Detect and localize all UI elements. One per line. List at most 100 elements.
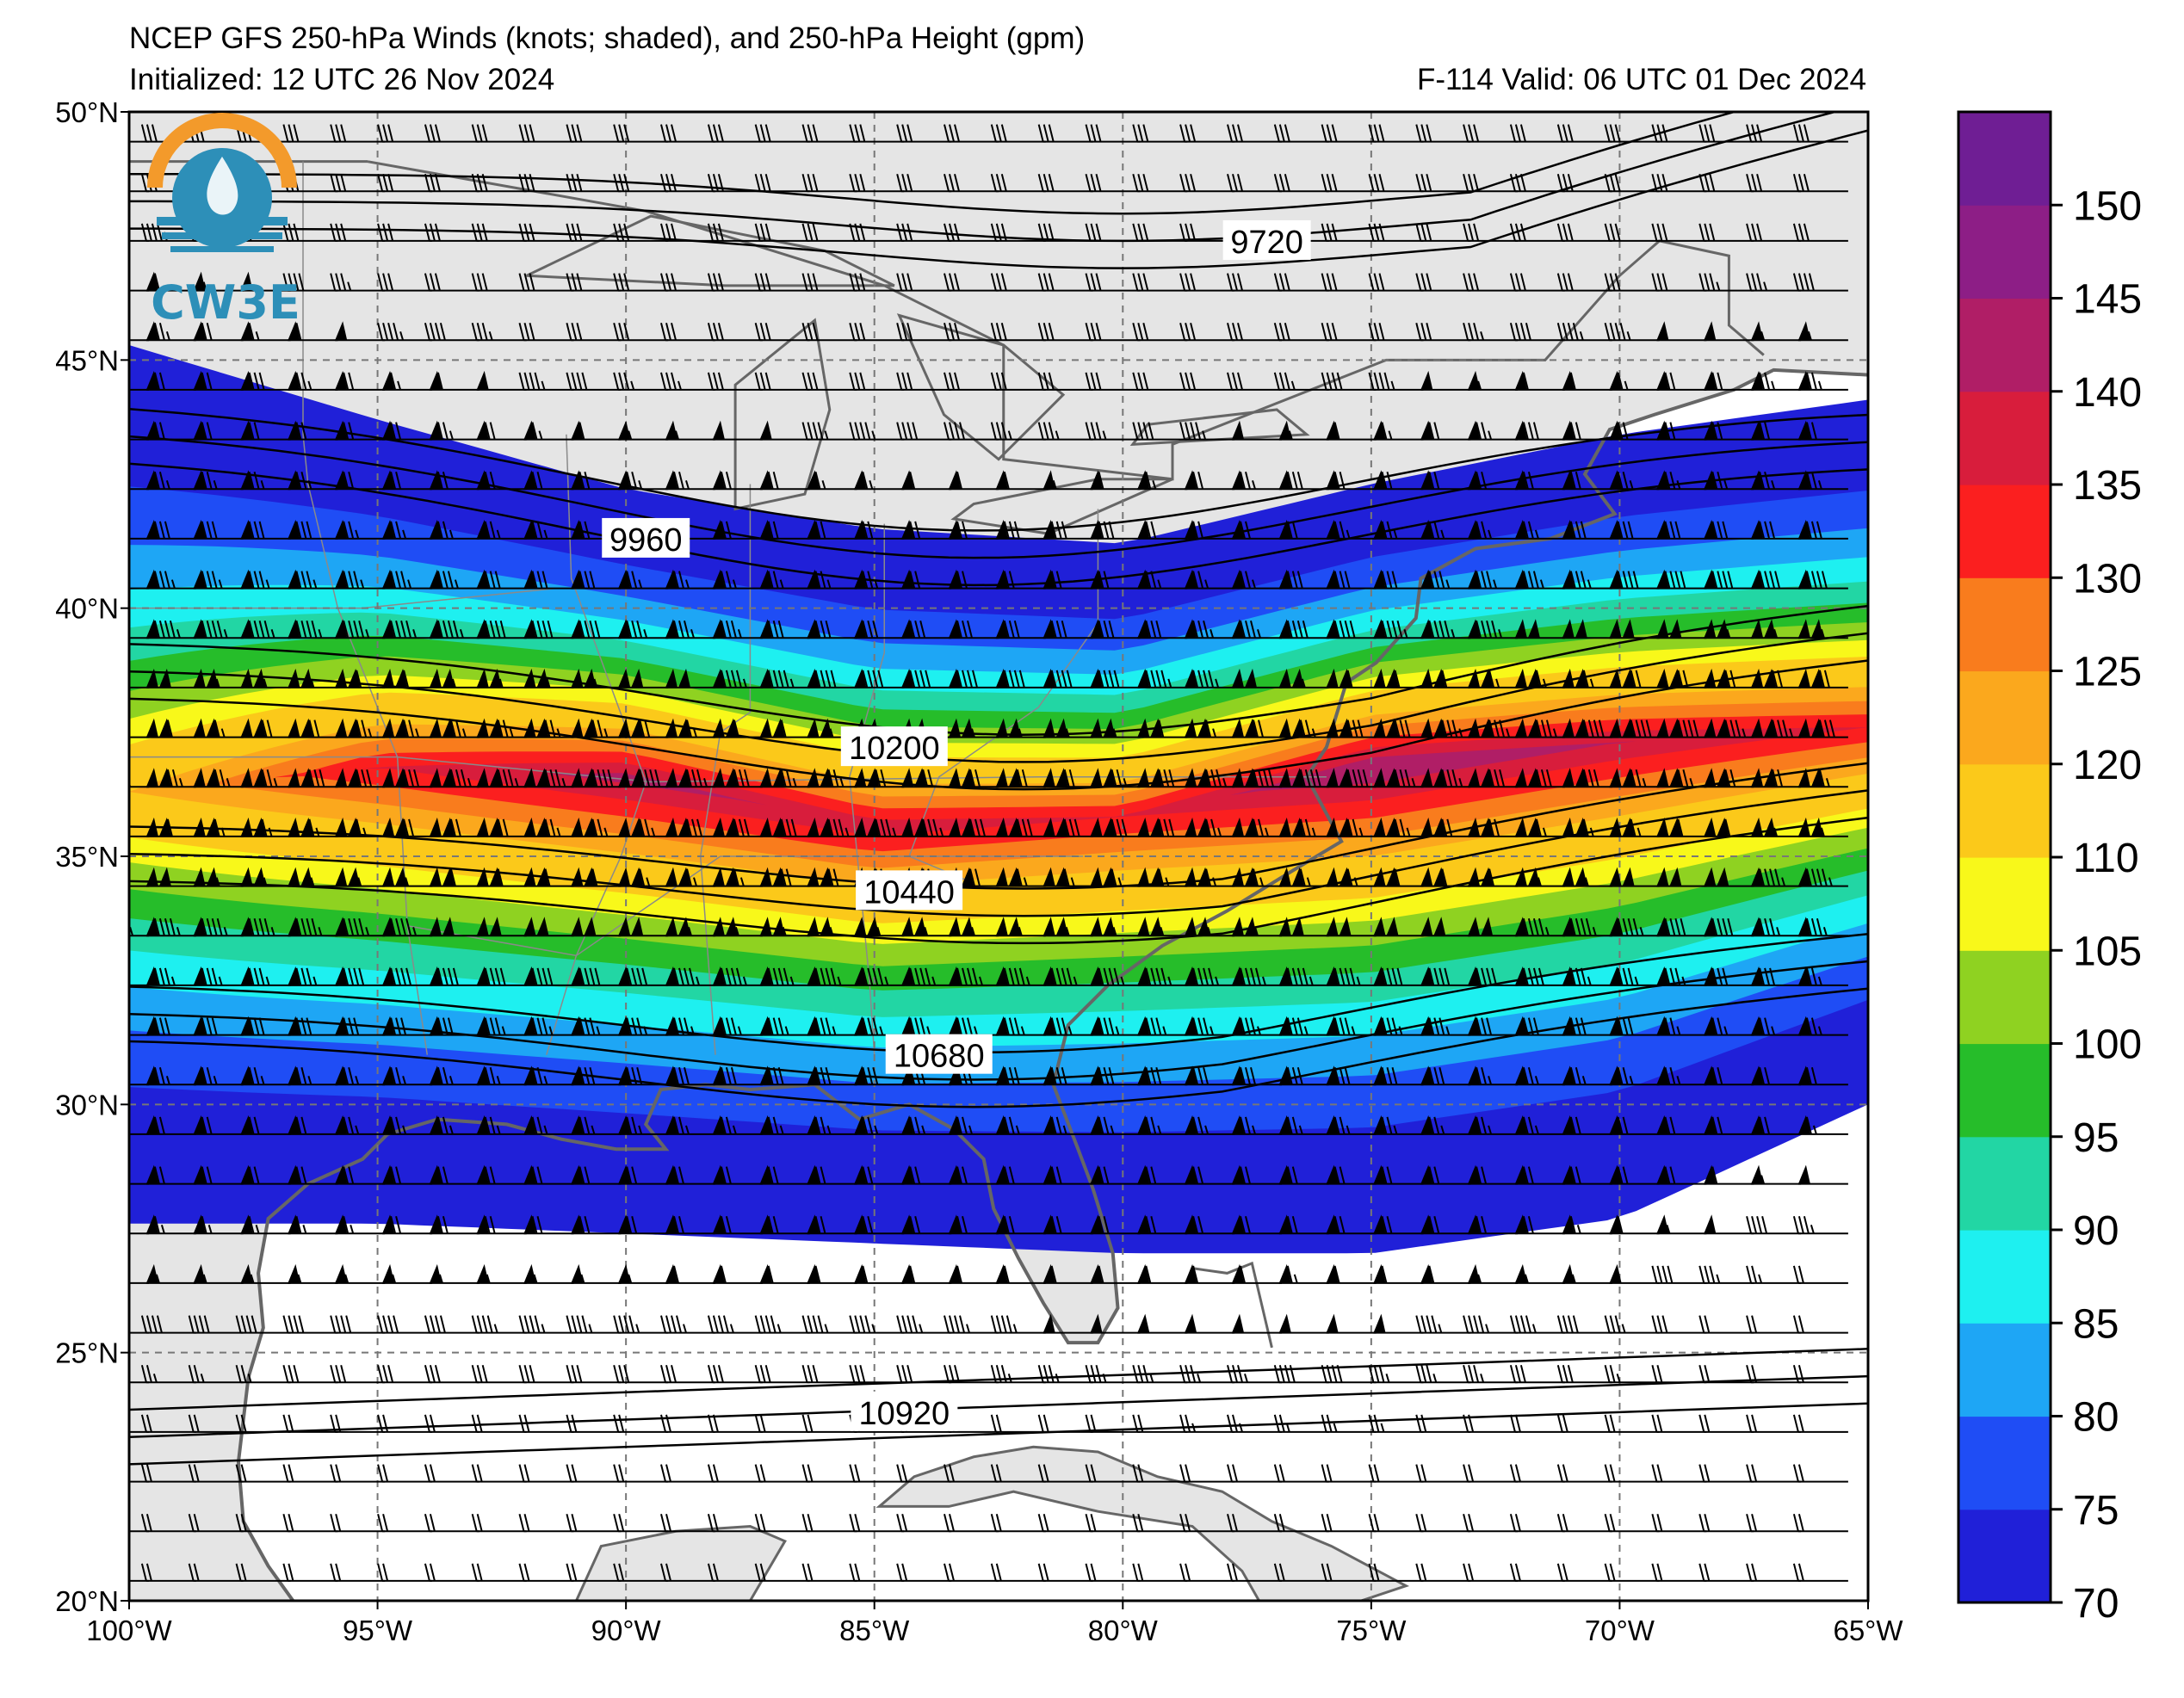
wind-barb [1132, 124, 1188, 143]
wind-barb [944, 1464, 999, 1483]
wind-barb [1179, 1563, 1235, 1582]
wind-barb [1185, 718, 1235, 738]
wind-barb [145, 718, 196, 738]
wind-barb [1751, 966, 1802, 986]
wind-barb [1043, 1313, 1093, 1334]
wind-barb [193, 966, 244, 986]
wind-barb [1090, 817, 1141, 837]
wind-barb [1562, 619, 1612, 639]
wind-barb [476, 917, 527, 937]
wind-barb [1368, 223, 1424, 242]
wind-barb [476, 1214, 527, 1235]
wind-barb [854, 1164, 905, 1185]
wind-barb [854, 966, 905, 986]
wind-barb [1227, 1563, 1282, 1582]
wind-barb [140, 1514, 196, 1533]
wind-barb [1090, 470, 1141, 491]
wind-barb [618, 917, 669, 937]
wind-barb [1562, 519, 1612, 540]
wind-barb [1415, 1315, 1471, 1334]
wind-barb [571, 966, 622, 986]
wind-barb [995, 1214, 1046, 1235]
wind-barb [1185, 817, 1235, 837]
wind-barb [901, 668, 952, 688]
wind-barb [476, 1263, 527, 1284]
wind-barb [335, 619, 386, 639]
colorbar-tick-label: 80 [2073, 1395, 2119, 1441]
wind-barb [618, 569, 669, 590]
wind-barb [1420, 917, 1471, 937]
wind-barb [382, 420, 433, 441]
wind-barb [712, 1164, 763, 1185]
wind-barb [1420, 370, 1471, 391]
wind-barb [807, 470, 857, 491]
wind-barb [754, 1315, 810, 1334]
wind-barb [240, 370, 291, 391]
wind-barb [759, 420, 810, 441]
wind-barb [335, 1164, 386, 1185]
wind-barb [476, 420, 527, 441]
wind-barb [1468, 619, 1519, 639]
wind-barb [995, 619, 1046, 639]
wind-barb [1751, 370, 1802, 391]
wind-barb [566, 174, 622, 193]
wind-barb [1514, 420, 1565, 441]
wind-barb [335, 1214, 386, 1235]
wind-barb [1797, 917, 1848, 937]
wind-barb [1037, 323, 1093, 342]
wind-barb [1704, 1214, 1754, 1235]
wind-barb [571, 1214, 622, 1235]
wind-barb [1278, 1214, 1329, 1235]
wind-barb [1232, 1214, 1282, 1235]
colorbar-swatch [1958, 950, 2051, 1045]
wind-barb [382, 1263, 433, 1284]
wind-barb [476, 1065, 527, 1086]
wind-barb [1514, 619, 1565, 639]
wind-barb [1278, 817, 1329, 837]
wind-barb [896, 422, 952, 441]
wind-barb [145, 370, 196, 391]
wind-barb [1273, 124, 1329, 143]
wind-barb [1509, 323, 1565, 342]
wind-barb [1185, 1313, 1235, 1334]
wind-barb [140, 1315, 196, 1334]
wind-barb [759, 1115, 810, 1135]
wind-barb [1321, 323, 1377, 342]
wind-barb [1278, 718, 1329, 738]
wind-barb [518, 1514, 574, 1533]
wind-barb [1326, 768, 1377, 788]
wind-barb [665, 867, 715, 887]
wind-barb [660, 1365, 715, 1384]
wind-barb [1604, 323, 1660, 342]
wind-barb [523, 1214, 574, 1235]
wind-barb [1278, 1016, 1329, 1036]
wind-barb [1797, 1115, 1848, 1135]
wind-barb [801, 422, 857, 441]
wind-barb [759, 718, 810, 738]
wind-barb [1463, 1464, 1519, 1483]
wind-barb [1514, 867, 1565, 887]
wind-barb [382, 1115, 433, 1135]
wind-barb [188, 1514, 244, 1533]
wind-barb [1132, 1563, 1188, 1582]
wind-barb [754, 1464, 810, 1483]
wind-barb [901, 1164, 952, 1185]
wind-barb [566, 223, 622, 242]
wind-barb [1273, 273, 1329, 292]
wind-barb [1232, 1263, 1282, 1284]
wind-barb [1373, 619, 1424, 639]
wind-barb [990, 1315, 1046, 1334]
wind-barb [1651, 1563, 1707, 1582]
wind-barb [145, 1214, 196, 1235]
wind-barb [330, 273, 386, 292]
wind-barb [1556, 223, 1612, 242]
wind-barb [1704, 1065, 1754, 1086]
wind-barb [613, 1315, 669, 1334]
wind-barb [1704, 370, 1754, 391]
wind-barb [990, 1563, 1046, 1582]
wind-barb [854, 1263, 905, 1284]
wind-barb [944, 124, 999, 143]
wind-barb [330, 1464, 386, 1483]
wind-barb [471, 1514, 527, 1533]
wind-barb [1137, 817, 1188, 837]
